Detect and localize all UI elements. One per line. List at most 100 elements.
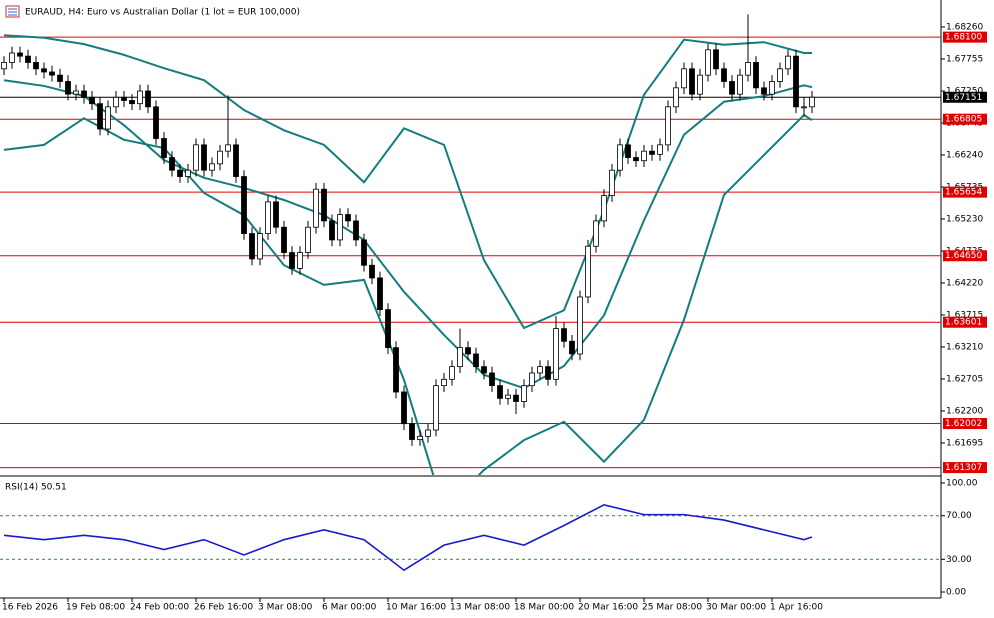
level-label: 1.62002 [945, 419, 982, 429]
candle-body [537, 366, 543, 374]
candle-body [265, 201, 271, 234]
candle-body [417, 435, 423, 440]
level-label: 1.65654 [945, 188, 982, 198]
candle-body [801, 106, 807, 109]
y-tick-label: 70.00 [946, 511, 972, 521]
candle-body [41, 68, 47, 73]
level-label: 1.63601 [945, 318, 982, 328]
x-tick-label: 25 Mar 08:00 [642, 603, 702, 613]
candle-body [385, 309, 391, 349]
x-tick-label: 16 Feb 2026 [2, 603, 58, 613]
current-price-label: 1.67151 [945, 93, 982, 103]
candle-body [297, 252, 303, 269]
x-tick-label: 20 Mar 16:00 [578, 603, 638, 613]
candle-body [673, 87, 679, 108]
rsi-panel [0, 503, 941, 572]
candle-body [657, 144, 663, 155]
candle-body [57, 74, 63, 82]
level-label-bg [943, 418, 987, 430]
candle-body [409, 423, 415, 440]
candle-body [713, 49, 719, 70]
candle-body [345, 214, 351, 222]
y-tick-label: 30.00 [946, 555, 972, 565]
x-tick-label: 3 Mar 08:00 [258, 603, 313, 613]
candle-body [681, 68, 687, 89]
y-tick-label: 1.67755 [946, 54, 983, 64]
y-tick-label: 1.62200 [946, 406, 983, 416]
candle-body [545, 366, 551, 380]
y-tick-label: 1.62705 [946, 374, 983, 384]
y-tick-label: 1.65230 [946, 214, 983, 224]
candle-body [569, 340, 575, 355]
candle-body [105, 106, 111, 130]
x-tick-label: 10 Mar 16:00 [386, 603, 446, 613]
candle-body [25, 55, 31, 63]
candle-body [145, 90, 151, 108]
candle-body [73, 90, 79, 95]
candle-body [313, 188, 319, 228]
candle-body [449, 366, 455, 380]
candle-body [649, 150, 655, 155]
y-tick-label: 1.68260 [946, 22, 983, 32]
x-tick-label: 6 Mar 00:00 [322, 603, 377, 613]
candle-body [809, 96, 815, 108]
level-label-bg [943, 462, 987, 474]
candle-body [329, 220, 335, 241]
candle-body [641, 150, 647, 162]
candle-body [489, 372, 495, 387]
level-label: 1.66805 [945, 115, 982, 125]
candle-body [273, 201, 279, 228]
candle-body [201, 144, 207, 171]
candle-body [65, 81, 71, 95]
candle-body [161, 138, 167, 158]
x-tick-label: 26 Feb 16:00 [194, 603, 253, 613]
candle-body [217, 150, 223, 165]
candle-body [473, 353, 479, 368]
candle-body [33, 62, 39, 70]
candle-body [281, 226, 287, 253]
y-tick-label: 1.63210 [946, 342, 983, 352]
candle-body [89, 96, 95, 105]
candle-body [761, 87, 767, 95]
y-tick-label: 1.61695 [946, 438, 983, 448]
candle-body [337, 214, 343, 241]
level-label-bg [943, 250, 987, 262]
candle-body [457, 347, 463, 368]
candle-body [249, 233, 255, 260]
overlay: EURAUD, H4: Euro vs Australian Dollar (1… [2, 5, 987, 613]
candle-body [129, 100, 135, 105]
y-tick-label: 1.67250 [946, 86, 983, 96]
candle-body [497, 385, 503, 399]
candle-body [561, 328, 567, 342]
candle-body [729, 81, 735, 95]
candle-body [305, 226, 311, 253]
current-price-bg [943, 91, 987, 103]
level-label: 1.64650 [945, 251, 982, 261]
x-tick-label: 1 Apr 16:00 [770, 603, 823, 613]
candle-body [577, 296, 583, 355]
candle-body [593, 220, 599, 247]
level-label-bg [943, 316, 987, 328]
candle-body [177, 169, 183, 177]
candle-body [737, 74, 743, 95]
x-tick-label: 19 Feb 08:00 [66, 603, 125, 613]
candle-body [617, 144, 623, 171]
y-tick-label: 0.00 [946, 588, 966, 598]
candle-body [609, 169, 615, 196]
x-tick-label: 30 Mar 00:00 [706, 603, 766, 613]
candle-body [121, 96, 127, 101]
x-tick-label: 24 Feb 00:00 [130, 603, 189, 613]
candle-body [785, 55, 791, 70]
candle-body [769, 81, 775, 95]
candle-body [361, 239, 367, 266]
candle-body [369, 264, 375, 279]
candle-body [553, 328, 559, 380]
level-label: 1.61307 [945, 463, 982, 473]
level-label: 1.68100 [945, 33, 982, 43]
y-tick-label: 1.63715 [946, 310, 983, 320]
candle-body [777, 68, 783, 82]
candle-body [1, 62, 7, 70]
candle-body [353, 220, 359, 241]
candle-body [465, 347, 471, 355]
